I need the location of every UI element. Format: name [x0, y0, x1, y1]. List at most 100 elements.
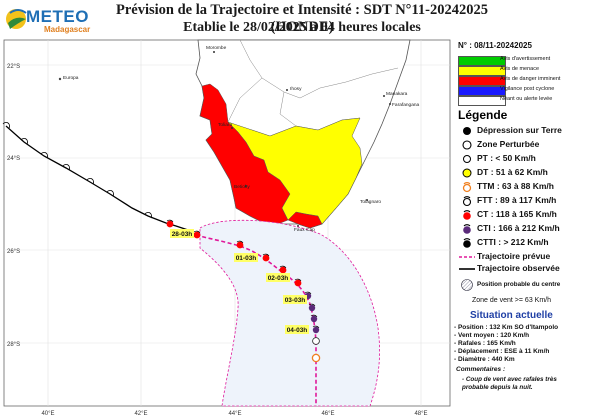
warning-row-green: Avis d'avertissement	[458, 56, 550, 66]
warning-label-yellow: Avis de menace	[500, 66, 540, 72]
lat-label-26: 26°S	[7, 249, 20, 255]
warning-row-yellow: Avis de menace	[458, 66, 540, 76]
cyclone-position-4	[262, 253, 270, 262]
small-open-circle-icon	[463, 155, 471, 163]
legend-label-3: PT : < 50 Km/h	[477, 153, 536, 163]
legend-label-12: Position probable du centre	[477, 281, 561, 288]
logo-name: METEO	[26, 7, 89, 26]
warning-swatch-yellow	[458, 66, 506, 76]
date-label-2: 01-03h	[236, 255, 257, 262]
comment-line-2: probable depuis la nuit.	[462, 384, 533, 391]
date-label-1: 28-03h	[172, 231, 193, 238]
situation-mean-wind: - Vent moyen : 120 Km/h	[454, 332, 530, 339]
warning-row-red: Avis de danger imminent	[458, 76, 560, 86]
situation-movement: - Déplacement : ESE à 11 Km/h	[454, 348, 550, 355]
place-farafangana: Farafangana	[392, 102, 420, 108]
warning-swatch-blue	[458, 86, 506, 96]
warning-label-red: Avis de danger imminent	[500, 76, 561, 82]
cyclone-position-6	[294, 278, 302, 287]
situation-diameter: - Diamètre : 440 Km	[454, 356, 515, 363]
lon-label-40: 40°E	[41, 411, 54, 417]
comments-title: Commentaires :	[456, 366, 506, 373]
date-label-4: 03-03h	[285, 297, 306, 304]
warning-label-blue: Vigilance post cyclone	[500, 86, 555, 92]
cyclone-position-9	[310, 314, 318, 323]
yellow-warning-zone	[227, 117, 363, 225]
bulletin-number: N° : 08/11-20242025	[458, 41, 532, 50]
open-storm-icon	[462, 196, 472, 207]
comment-line-1: - Coup de vent avec rafales très	[462, 376, 557, 383]
storm-position-12	[311, 353, 321, 363]
legend-label-7: CT : 118 à 165 Km/h	[477, 209, 557, 219]
legend-label-11: Trajectoire observée	[477, 263, 560, 273]
place-morombe: Morombe	[206, 45, 227, 51]
legend-label-2: Zone Perturbée	[477, 139, 540, 149]
forecast-map: 28-03h 01-03h 02-03h 03-03h 04-03h Morom…	[2, 39, 451, 417]
longitude-labels: 40°E 42°E 44°E 46°E 48°E	[41, 411, 427, 417]
legend-label-8: CTI : 166 à 212 Km/h	[477, 223, 560, 233]
solid-black-line-icon	[459, 268, 475, 270]
cyclone-position-8	[308, 303, 316, 312]
legend-label-6: FTT : 89 à 117 Km/h	[477, 195, 557, 205]
date-label-3: 02-03h	[268, 275, 289, 282]
situation-position: - Position : 132 Km SO d'Itampolo	[454, 324, 559, 331]
place-manakara: Manakara	[386, 91, 408, 97]
lon-label-44: 44°E	[228, 411, 241, 417]
black-cyclone-icon	[463, 238, 471, 248]
observed-track-symbols	[2, 122, 152, 219]
observed-track	[5, 125, 197, 236]
lat-label-22: 22°S	[7, 64, 20, 70]
probable-position-icon	[461, 279, 473, 291]
place-markers	[213, 51, 391, 227]
forecast-date-labels: 28-03h 01-03h 02-03h 03-03h 04-03h	[170, 229, 309, 334]
forecast-track	[195, 234, 317, 406]
legend-label-9: CTTI : > 212 Km/h	[477, 237, 549, 247]
dashed-pink-line-icon	[459, 256, 475, 258]
cyclone-position-1	[166, 219, 174, 228]
cyclone-position-5	[279, 265, 287, 274]
page-subtitle: Etablie le 28/02/2025 à 04 heures locale…	[183, 20, 421, 35]
cyclone-position-3	[236, 240, 244, 249]
orange-storm-icon	[462, 182, 472, 193]
meteo-madagascar-logo: METEO Madagascar	[4, 3, 91, 37]
warning-row-white: Néant ou alerte levée	[458, 96, 552, 106]
place-faux-cap: Faux Cap	[294, 227, 315, 233]
lon-label-46: 46°E	[321, 411, 334, 417]
date-label-5: 04-03h	[287, 327, 308, 334]
lon-label-42: 42°E	[134, 411, 147, 417]
warning-swatch-red	[458, 76, 506, 86]
situation-gusts: - Rafales : 165 Km/h	[454, 340, 516, 347]
black-dot-icon	[463, 127, 471, 135]
latitude-labels: 22°S 24°S 26°S 28°S	[7, 64, 20, 348]
red-cyclone-icon	[463, 210, 471, 220]
place-betioky: Betioky	[234, 184, 250, 190]
situation-title: Situation actuelle	[470, 310, 553, 321]
warning-label-green: Avis d'avertissement	[500, 56, 551, 62]
open-circle-icon	[462, 140, 472, 150]
cyclone-position-2	[193, 230, 201, 239]
lat-label-24: 24°S	[7, 156, 20, 162]
place-names: Morombe Europa Ihosy Manakara Farafangan…	[63, 45, 420, 233]
lon-label-48: 48°E	[414, 411, 427, 417]
legend-label-4: DT : 51 à 62 Km/h	[477, 167, 548, 177]
legend-label-5: TTM : 63 à 88 Km/h	[477, 181, 554, 191]
madagascar-landmass	[195, 39, 411, 229]
legend-label-10: Trajectoire prévue	[477, 251, 551, 261]
europa-island	[58, 77, 62, 81]
logo-subtitle: Madagascar	[44, 25, 91, 34]
legend-title: Légende	[458, 108, 508, 122]
place-ihosy: Ihosy	[290, 86, 302, 92]
yellow-circle-icon	[462, 168, 472, 178]
probability-cone	[199, 219, 380, 407]
purple-cyclone-icon	[463, 224, 471, 234]
warning-row-blue: Vigilance post cyclone	[458, 86, 554, 96]
place-europa: Europa	[63, 75, 79, 81]
legend-label-1: Dépression sur Terre	[477, 125, 562, 135]
place-toliara: Toliara	[218, 122, 232, 128]
lat-label-28: 28°S	[7, 342, 20, 348]
cyclone-position-10	[312, 325, 320, 334]
warning-swatch-green	[458, 56, 506, 66]
legend-panel: N° : 08/11-20242025 Avis d'avertissement…	[452, 38, 594, 420]
forecast-positions	[166, 219, 321, 363]
warning-swatch-white	[458, 96, 506, 106]
